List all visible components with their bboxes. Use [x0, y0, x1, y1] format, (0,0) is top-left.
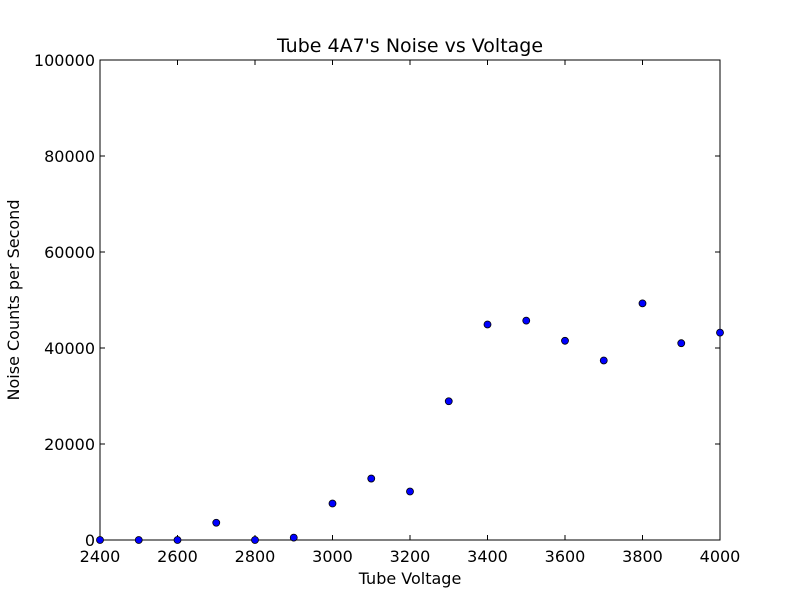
y-tick-label: 20000 [44, 435, 95, 454]
data-point [328, 499, 337, 508]
data-point [444, 397, 453, 406]
plot-axes: 2400 2600 2800 3000 3200 3400 3600 3800 40000200… [34, 51, 740, 566]
data-point [406, 487, 414, 496]
y-tick-label: 100000 [34, 51, 95, 70]
x-tick-label: 3800 [622, 547, 663, 566]
data-point [599, 356, 608, 365]
data-point [251, 536, 259, 544]
chart-title: Tube 4A7's Noise vs Voltage [276, 35, 543, 57]
x-tick-label: 2400 [80, 547, 121, 566]
x-tick-label: 3600 [545, 547, 586, 566]
x-tick-label: 4000 [700, 547, 741, 566]
x-tick-label: 3000 [312, 547, 353, 566]
x-tick-label: 3200 [390, 547, 431, 566]
y-axis-label: Noise Counts per Second [4, 200, 23, 401]
data-point [289, 533, 298, 542]
data-point [638, 299, 647, 308]
y-tick-label: 0 [85, 531, 95, 550]
data-point [716, 328, 724, 337]
x-tick-label: 2800 [235, 547, 276, 566]
y-tick-label: 80000 [44, 147, 95, 166]
data-point [483, 320, 492, 329]
y-tick-label: 40000 [44, 339, 95, 358]
x-axis-label: Tube Voltage [358, 569, 462, 588]
data-point [677, 339, 686, 348]
data-points [96, 299, 724, 544]
data-point [522, 316, 531, 325]
x-tick-label: 3400 [467, 547, 508, 566]
data-point [173, 536, 182, 544]
x-tick-label: 2600 [157, 547, 198, 566]
data-point [367, 474, 376, 483]
data-point [561, 336, 569, 345]
y-tick-label: 60000 [44, 243, 95, 262]
data-point [134, 536, 143, 544]
data-point [212, 518, 221, 527]
data-point [96, 536, 104, 544]
